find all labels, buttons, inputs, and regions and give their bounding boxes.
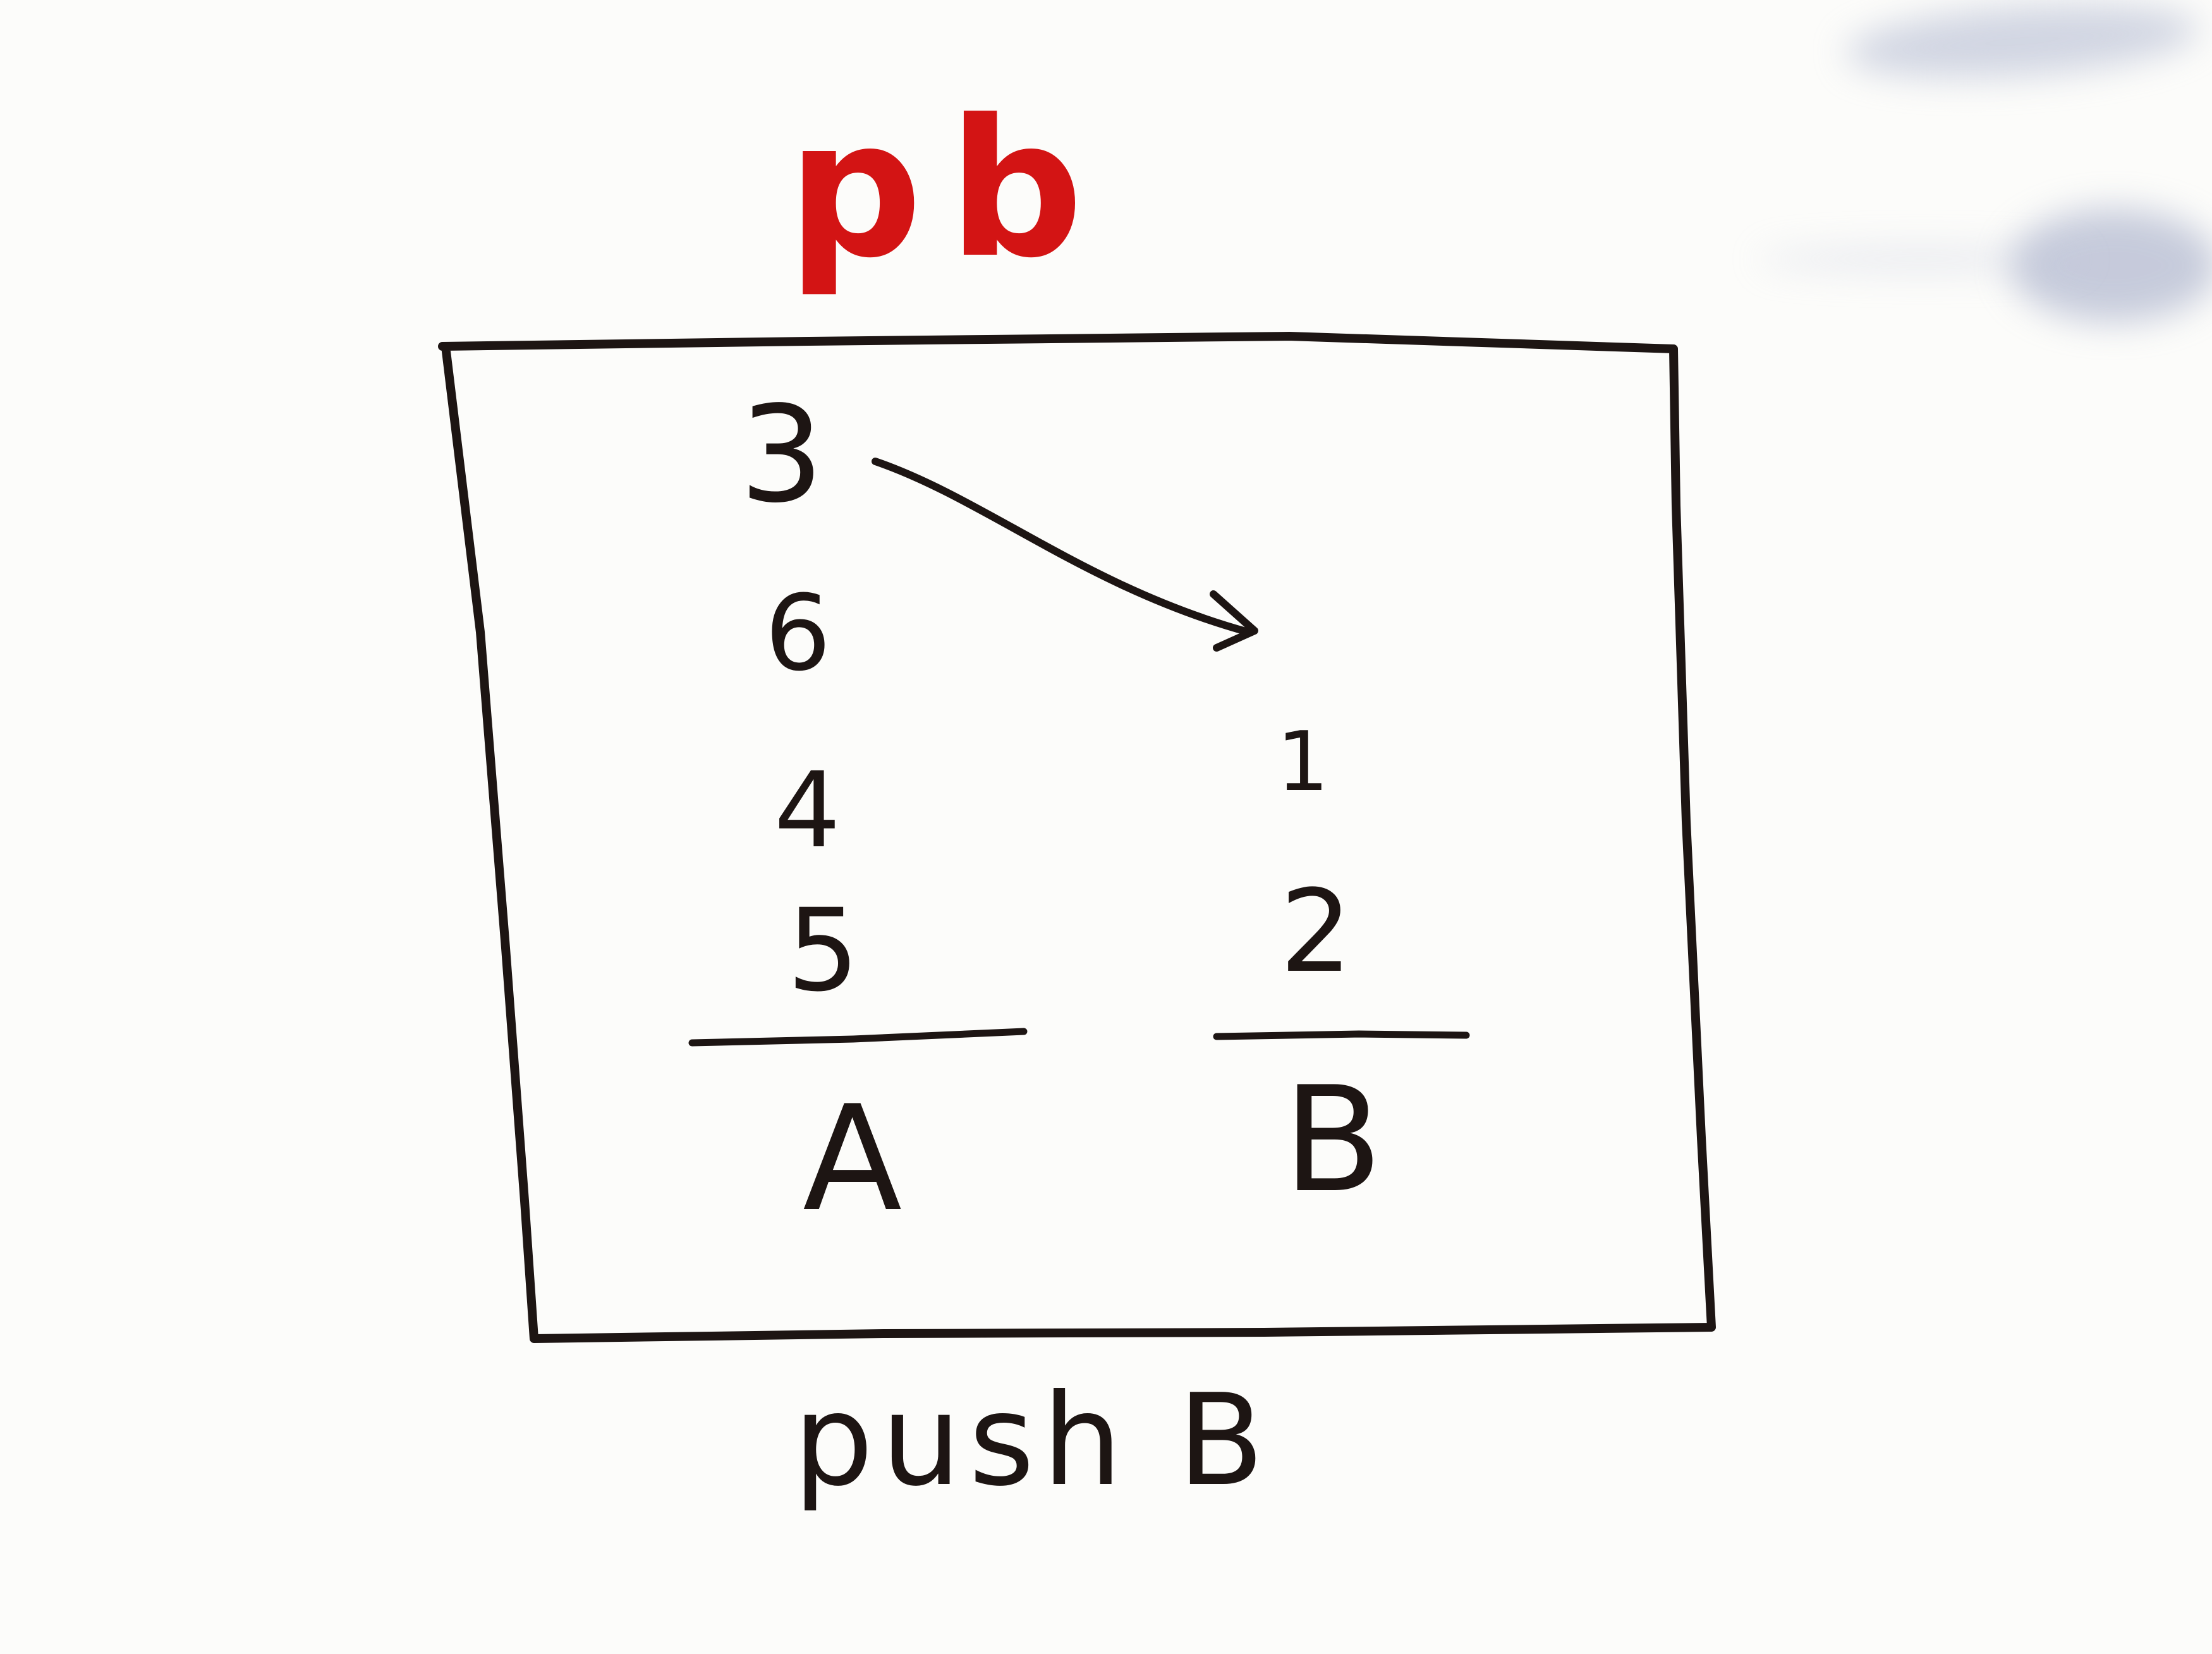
- stack-b-item: 2: [1280, 875, 1352, 989]
- stack-a-baseline: [692, 1031, 1024, 1043]
- frame-box: [442, 336, 1711, 1339]
- stack-a-item: 5: [787, 894, 860, 1008]
- diagram-caption: push B: [793, 1378, 1272, 1504]
- stack-b-label: B: [1283, 1068, 1383, 1213]
- diagram-title: pb: [787, 95, 1109, 284]
- stack-b-baseline: [1217, 1034, 1466, 1037]
- move-arrow: [875, 461, 1248, 632]
- stack-a-item: 4: [774, 758, 841, 863]
- stack-a-item: 3: [739, 389, 824, 521]
- stack-b-item: 1: [1277, 721, 1329, 803]
- stack-a-item: 6: [765, 581, 831, 686]
- stack-a-label: A: [803, 1087, 902, 1232]
